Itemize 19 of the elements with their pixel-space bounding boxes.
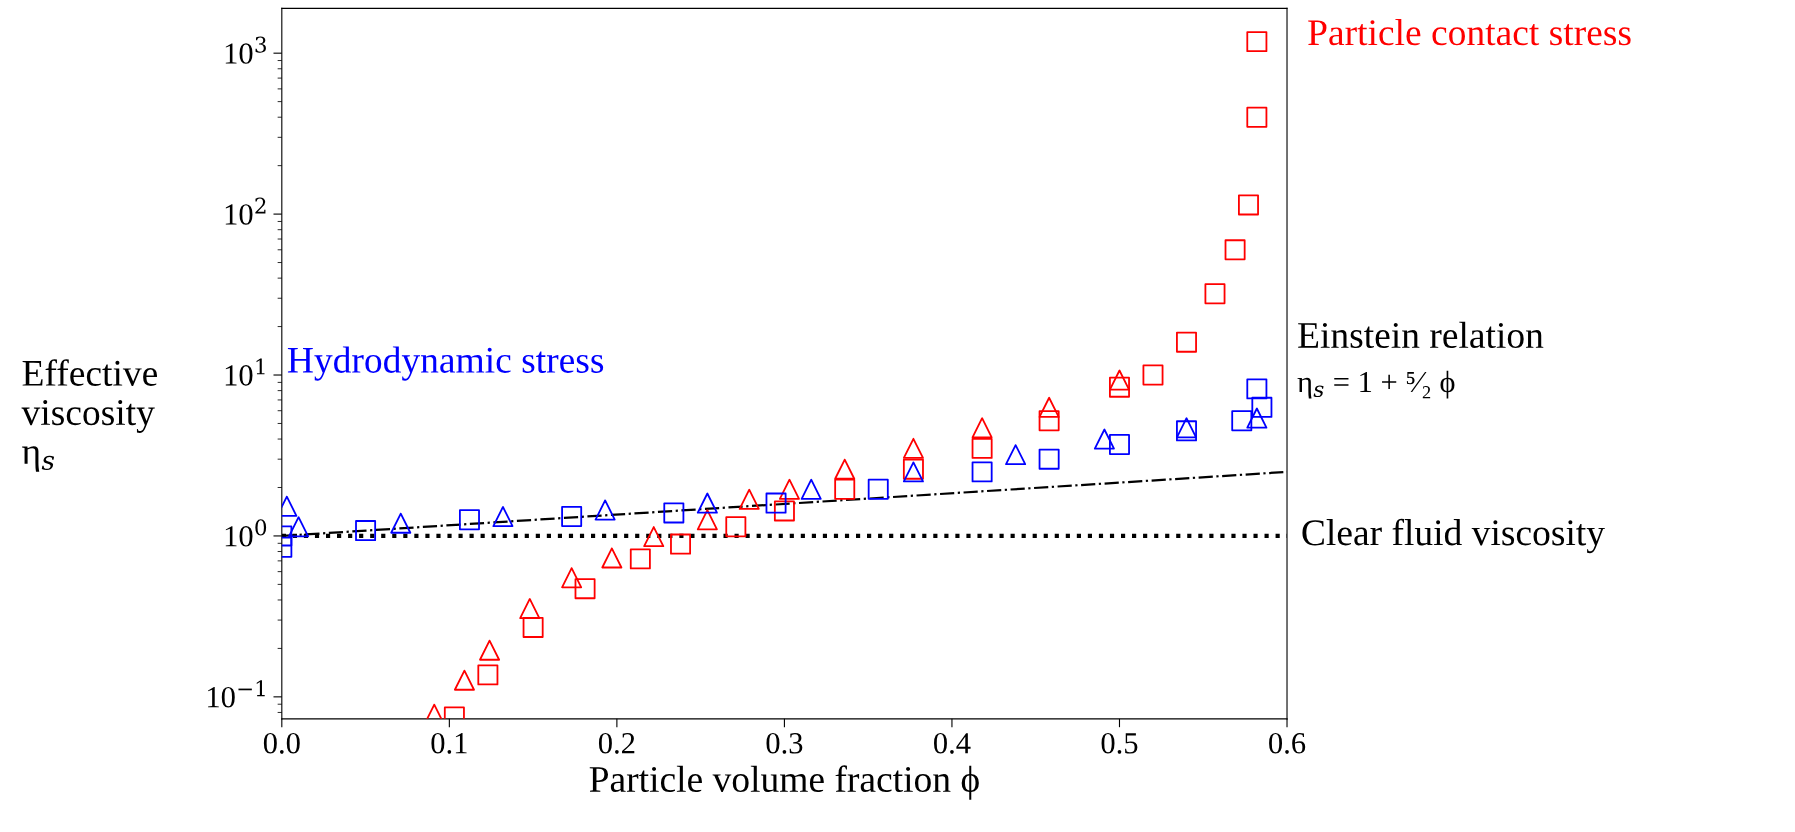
y-tick-label: 10$^{3}$ [225, 36, 266, 64]
text: Einstein relation [1298, 321, 1544, 349]
series-label: Particle contact stress [1308, 18, 1631, 46]
x-tick-label: 0.4 [934, 732, 971, 754]
x-tick-label: 0.0 [263, 732, 300, 754]
x-tick-label: 0.1 [431, 732, 467, 754]
x-tick-label: 0.2 [598, 732, 635, 754]
y-tick-label: 10$^{2}$ [225, 197, 266, 225]
text: η$_{s}$ = 1 + ⁵⁄₂ ϕ [1297, 370, 1455, 399]
y-tick-label: 10$^{0}$ [225, 519, 267, 547]
text: Hydrodynamic stress [287, 346, 604, 381]
x-axis-title: Particle volume fraction ϕ [589, 765, 979, 800]
x-tick-label: 0.6 [1269, 732, 1306, 754]
y-tick-label: 10$^{1}$ [225, 358, 265, 386]
ref-line-label: Clear fluid viscosity [1302, 518, 1605, 554]
y-axis-title: Effective viscosity η$_{s}$ [21, 359, 157, 472]
y-tick-label: 10$^{−1}$ [208, 680, 265, 708]
x-tick-label: 0.3 [766, 732, 803, 754]
x-tick-label: 0.5 [1101, 732, 1138, 754]
